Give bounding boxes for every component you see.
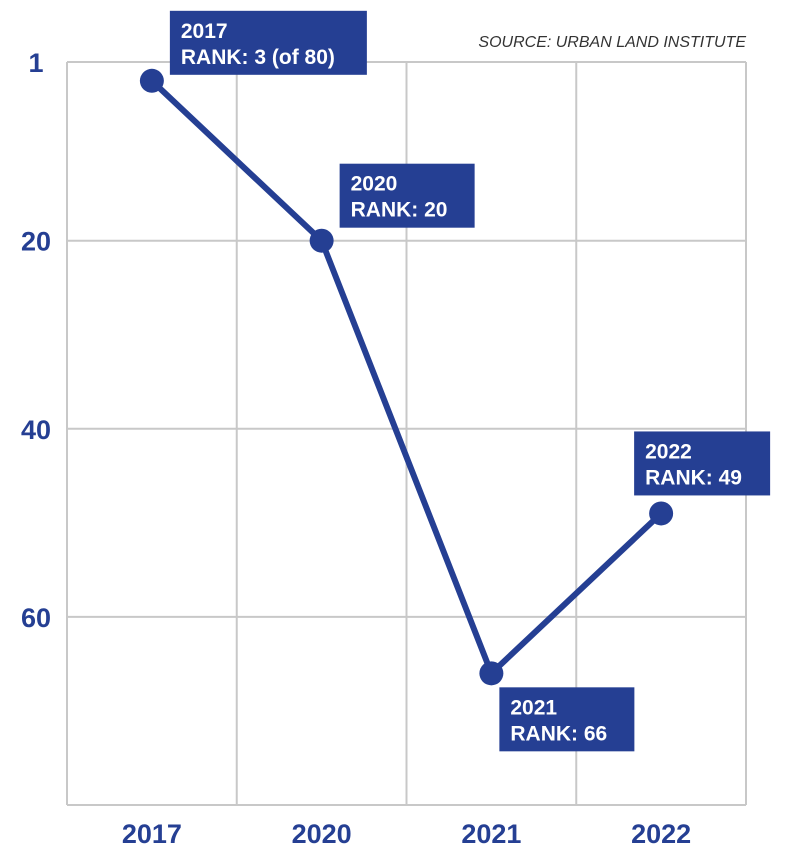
- x-tick-label: 2022: [631, 819, 691, 849]
- rank-series: [139, 68, 674, 686]
- y-tick-label: 1: [28, 48, 43, 78]
- callout-rank: RANK: 49: [645, 466, 742, 489]
- data-point: [649, 501, 674, 526]
- x-tick-label: 2021: [461, 819, 521, 849]
- x-tick-label: 2017: [122, 819, 182, 849]
- callout-year: 2021: [510, 696, 557, 719]
- callout-box: [634, 431, 771, 496]
- data-point: [139, 68, 164, 93]
- data-point: [309, 228, 334, 253]
- callout-rank: RANK: 66: [510, 722, 607, 745]
- point-callouts: 2017 RANK: 3 (of 80) 2020 RANK: 20 2021 RANK:…: [169, 10, 771, 752]
- grid: [66, 61, 747, 806]
- callout: 2017 RANK: 3 (of 80): [169, 10, 367, 75]
- callout: 2022 RANK: 49: [634, 431, 771, 496]
- callout-year: 2017: [181, 20, 228, 43]
- callout-box: [339, 163, 475, 228]
- source-note: SOURCE: URBAN LAND INSTITUTE: [478, 34, 746, 51]
- y-tick-label: 40: [21, 415, 51, 445]
- x-tick-label: 2020: [292, 819, 352, 849]
- callout-box: [169, 10, 367, 75]
- callout-rank: RANK: 20: [351, 199, 448, 222]
- callout-rank: RANK: 3 (of 80): [181, 46, 335, 69]
- series-line: [148, 77, 665, 677]
- callout: 2020 RANK: 20: [339, 163, 475, 228]
- y-axis-ticks: 1 20 40 60: [21, 48, 51, 633]
- callout-box: [499, 687, 635, 752]
- callout: 2021 RANK: 66: [499, 687, 635, 752]
- y-tick-label: 20: [21, 227, 51, 257]
- callout-year: 2022: [645, 440, 692, 463]
- x-axis-ticks: 2017 2020 2021 2022: [122, 819, 691, 849]
- data-point: [479, 661, 504, 686]
- callout-year: 2020: [351, 173, 398, 196]
- y-tick-label: 60: [21, 603, 51, 633]
